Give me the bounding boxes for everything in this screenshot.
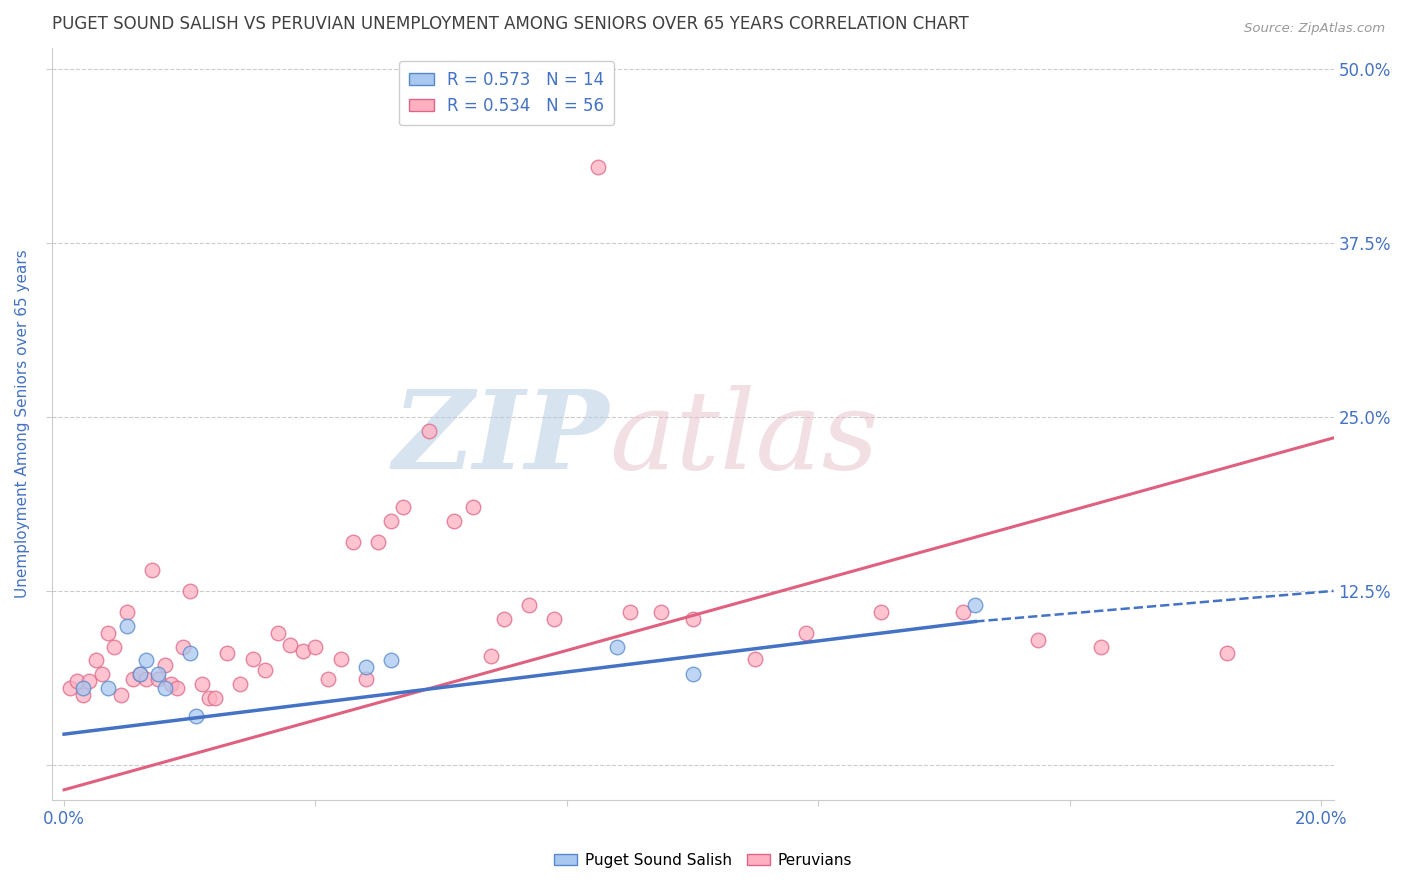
Point: [543, 612, 565, 626]
Point: [135, 672, 157, 686]
Point: [492, 612, 515, 626]
Point: [461, 500, 484, 515]
Point: [84, 653, 107, 667]
Point: [242, 652, 264, 666]
Point: [443, 514, 465, 528]
Text: atlas: atlas: [609, 385, 879, 492]
Text: PUGET SOUND SALISH VS PERUVIAN UNEMPLOYMENT AMONG SENIORS OVER 65 YEARS CORRELAT: PUGET SOUND SALISH VS PERUVIAN UNEMPLOYM…: [52, 15, 969, 33]
Point: [179, 647, 201, 661]
Point: [197, 690, 219, 705]
Point: [103, 640, 125, 654]
Point: [141, 563, 163, 577]
Point: [1215, 647, 1237, 661]
Point: [1026, 632, 1049, 647]
Point: [148, 672, 170, 686]
Point: [952, 605, 974, 619]
Point: [304, 640, 326, 654]
Point: [380, 653, 402, 667]
Point: [481, 649, 503, 664]
Point: [517, 598, 540, 612]
Point: [160, 677, 183, 691]
Point: [392, 500, 415, 515]
Point: [278, 638, 301, 652]
Point: [744, 652, 766, 666]
Point: [97, 681, 120, 696]
Point: [77, 674, 100, 689]
Point: [606, 640, 628, 654]
Point: [1090, 640, 1112, 654]
Point: [380, 514, 402, 528]
Point: [204, 690, 226, 705]
Point: [135, 653, 157, 667]
Point: [128, 667, 150, 681]
Point: [191, 677, 214, 691]
Point: [148, 667, 170, 681]
Point: [342, 535, 364, 549]
Point: [90, 667, 112, 681]
Point: [97, 625, 120, 640]
Point: [153, 681, 176, 696]
Point: [153, 657, 176, 672]
Text: Source: ZipAtlas.com: Source: ZipAtlas.com: [1244, 22, 1385, 36]
Y-axis label: Unemployment Among Seniors over 65 years: Unemployment Among Seniors over 65 years: [15, 250, 30, 599]
Point: [588, 160, 610, 174]
Point: [184, 709, 207, 723]
Text: ZIP: ZIP: [392, 385, 609, 492]
Legend: R = 0.573   N = 14, R = 0.534   N = 56: R = 0.573 N = 14, R = 0.534 N = 56: [399, 61, 614, 125]
Point: [329, 652, 352, 666]
Legend: Puget Sound Salish, Peruvians: Puget Sound Salish, Peruvians: [548, 847, 858, 873]
Point: [682, 667, 704, 681]
Point: [354, 672, 377, 686]
Point: [367, 535, 389, 549]
Point: [965, 598, 987, 612]
Point: [115, 618, 138, 632]
Point: [115, 605, 138, 619]
Point: [72, 681, 94, 696]
Point: [418, 424, 440, 438]
Point: [870, 605, 893, 619]
Point: [173, 640, 195, 654]
Point: [254, 663, 277, 677]
Point: [128, 667, 150, 681]
Point: [794, 625, 817, 640]
Point: [619, 605, 641, 619]
Point: [110, 688, 132, 702]
Point: [682, 612, 704, 626]
Point: [179, 583, 201, 598]
Point: [650, 605, 672, 619]
Point: [166, 681, 188, 696]
Point: [122, 672, 145, 686]
Point: [72, 688, 94, 702]
Point: [217, 647, 239, 661]
Point: [59, 681, 82, 696]
Point: [316, 672, 339, 686]
Point: [229, 677, 252, 691]
Point: [267, 625, 290, 640]
Point: [291, 643, 314, 657]
Point: [354, 660, 377, 674]
Point: [66, 674, 89, 689]
